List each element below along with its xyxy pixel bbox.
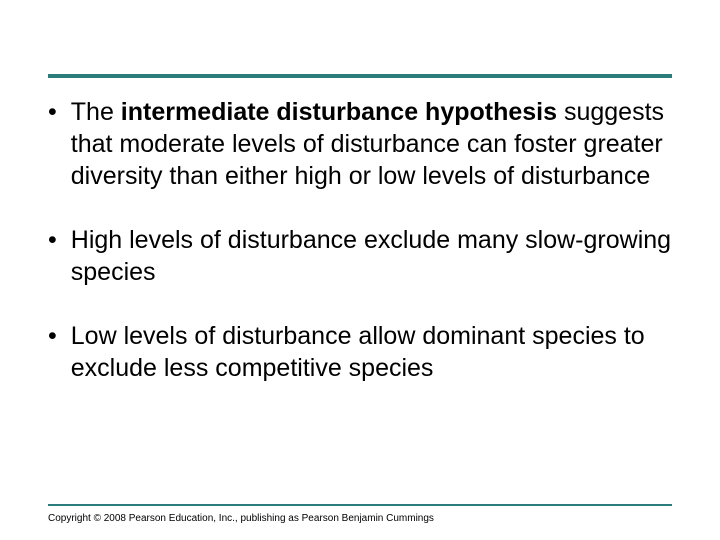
bullet-item: • The intermediate disturbance hypothesi… xyxy=(48,96,672,192)
bullet-text: High levels of disturbance exclude many … xyxy=(71,224,672,288)
slide: • The intermediate disturbance hypothesi… xyxy=(0,0,720,540)
top-divider xyxy=(48,74,672,78)
bullet-text: The intermediate disturbance hypothesis … xyxy=(71,96,672,192)
copyright-text: Copyright © 2008 Pearson Education, Inc.… xyxy=(48,513,434,524)
bullet-item: • High levels of disturbance exclude man… xyxy=(48,224,672,288)
bullet-suffix: High levels of disturbance exclude many … xyxy=(71,226,671,286)
bullet-text: Low levels of disturbance allow dominant… xyxy=(71,320,672,384)
bottom-divider xyxy=(48,504,672,506)
bullet-bold: intermediate disturbance hypothesis xyxy=(121,98,557,126)
bullet-marker: • xyxy=(48,224,57,256)
bullet-marker: • xyxy=(48,96,57,128)
bullet-item: • Low levels of disturbance allow domina… xyxy=(48,320,672,384)
bullet-marker: • xyxy=(48,320,57,352)
slide-body: • The intermediate disturbance hypothesi… xyxy=(48,96,672,416)
bullet-suffix: Low levels of disturbance allow dominant… xyxy=(71,322,645,382)
bullet-prefix: The xyxy=(71,98,121,126)
